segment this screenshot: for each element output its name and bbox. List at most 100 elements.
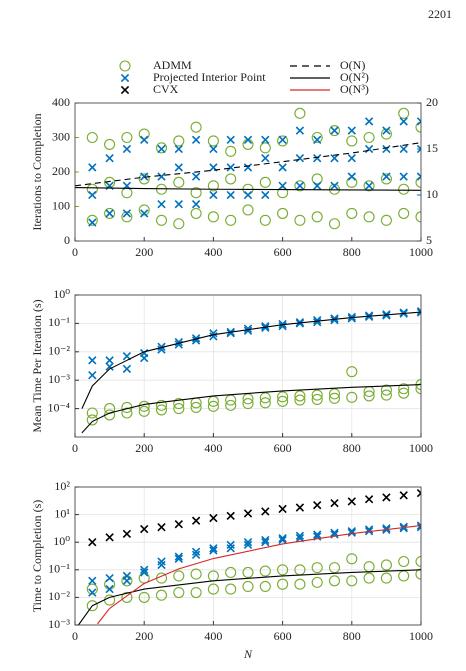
data-point bbox=[121, 591, 133, 603]
data-point bbox=[328, 575, 341, 587]
data-point bbox=[122, 571, 132, 581]
data-point bbox=[328, 388, 341, 400]
data-point bbox=[278, 535, 287, 545]
data-point bbox=[346, 366, 358, 378]
data-point bbox=[173, 570, 185, 582]
data-point bbox=[225, 145, 237, 157]
data-point bbox=[226, 544, 235, 553]
data-point bbox=[243, 190, 253, 200]
data-point bbox=[261, 135, 270, 144]
data-point bbox=[277, 187, 289, 199]
y-tick-label: 10¹ bbox=[54, 506, 70, 520]
data-point bbox=[346, 553, 358, 565]
y-tick-label: 10⁰ bbox=[53, 534, 70, 548]
data-point bbox=[209, 544, 218, 553]
data-point bbox=[277, 391, 289, 403]
data-point bbox=[294, 578, 306, 590]
x-tick-label: 0 bbox=[72, 629, 78, 643]
y-tick-label: 10⁻³ bbox=[48, 617, 70, 631]
data-point bbox=[190, 568, 202, 580]
data-point bbox=[155, 142, 168, 154]
y-tick-label: 10⁻² bbox=[48, 589, 70, 603]
data-point bbox=[140, 172, 149, 181]
data-point bbox=[88, 356, 97, 365]
data-point bbox=[278, 319, 287, 329]
data-point bbox=[261, 535, 270, 545]
data-point bbox=[313, 500, 322, 510]
legend-label: O(N³) bbox=[340, 82, 369, 96]
data-point bbox=[157, 172, 166, 181]
trend-line bbox=[75, 186, 421, 191]
data-point bbox=[330, 315, 339, 325]
trend-line bbox=[81, 311, 421, 409]
data-point bbox=[86, 131, 98, 144]
data-point bbox=[364, 312, 374, 322]
data-point bbox=[416, 306, 421, 316]
data-point bbox=[207, 135, 219, 147]
axes-box bbox=[74, 486, 422, 626]
data-point bbox=[122, 529, 132, 539]
data-point bbox=[191, 334, 201, 343]
data-point bbox=[88, 371, 97, 380]
data-point bbox=[363, 211, 375, 223]
data-point bbox=[347, 314, 356, 323]
data-point bbox=[415, 555, 421, 568]
data-point bbox=[104, 207, 116, 219]
data-point bbox=[242, 398, 254, 410]
data-point bbox=[416, 172, 421, 181]
data-point bbox=[104, 138, 116, 150]
data-point bbox=[209, 513, 218, 523]
data-point bbox=[313, 530, 322, 539]
legend-label: O(N²) bbox=[340, 70, 369, 84]
y2-tick-label: 10 bbox=[426, 187, 438, 201]
x-tick-label: 200 bbox=[135, 629, 153, 643]
data-point bbox=[173, 403, 185, 415]
data-point bbox=[140, 524, 149, 534]
data-point bbox=[277, 207, 289, 219]
data-point bbox=[105, 154, 114, 163]
data-point bbox=[225, 214, 237, 226]
data-point bbox=[140, 565, 149, 574]
x-tick-label: 600 bbox=[274, 441, 292, 455]
y2-tick-label: 15 bbox=[426, 141, 438, 155]
data-point bbox=[121, 131, 133, 144]
data-point bbox=[295, 503, 305, 512]
data-point bbox=[155, 589, 168, 601]
data-point bbox=[105, 209, 114, 218]
data-point bbox=[105, 533, 114, 542]
data-point bbox=[86, 583, 98, 595]
data-point bbox=[294, 107, 306, 119]
data-point bbox=[278, 321, 287, 331]
data-point bbox=[294, 394, 306, 406]
data-point bbox=[363, 390, 375, 402]
data-point bbox=[330, 126, 339, 135]
data-point bbox=[311, 393, 323, 405]
y-axis-label: Iterations to Completion bbox=[30, 113, 44, 230]
data-point bbox=[328, 562, 341, 574]
data-point bbox=[122, 144, 132, 154]
data-point bbox=[380, 173, 392, 185]
data-point bbox=[294, 214, 306, 226]
data-point bbox=[380, 128, 392, 140]
x-tick-label: 1000 bbox=[409, 441, 433, 455]
data-point bbox=[88, 576, 97, 585]
data-point bbox=[190, 207, 202, 219]
data-point bbox=[140, 209, 149, 218]
data-point bbox=[261, 507, 270, 516]
data-point bbox=[415, 568, 421, 580]
data-point bbox=[416, 308, 421, 317]
data-point bbox=[311, 576, 323, 588]
data-point bbox=[364, 117, 374, 126]
data-point bbox=[347, 126, 356, 135]
data-point bbox=[346, 391, 358, 403]
x-tick-label: 600 bbox=[274, 245, 292, 259]
data-point bbox=[261, 321, 270, 331]
x-tick-label: 400 bbox=[204, 245, 222, 259]
data-point bbox=[313, 315, 322, 325]
data-point bbox=[209, 546, 218, 555]
data-point bbox=[173, 586, 185, 599]
data-point bbox=[157, 144, 166, 154]
data-point bbox=[294, 180, 306, 192]
data-point bbox=[380, 559, 392, 571]
